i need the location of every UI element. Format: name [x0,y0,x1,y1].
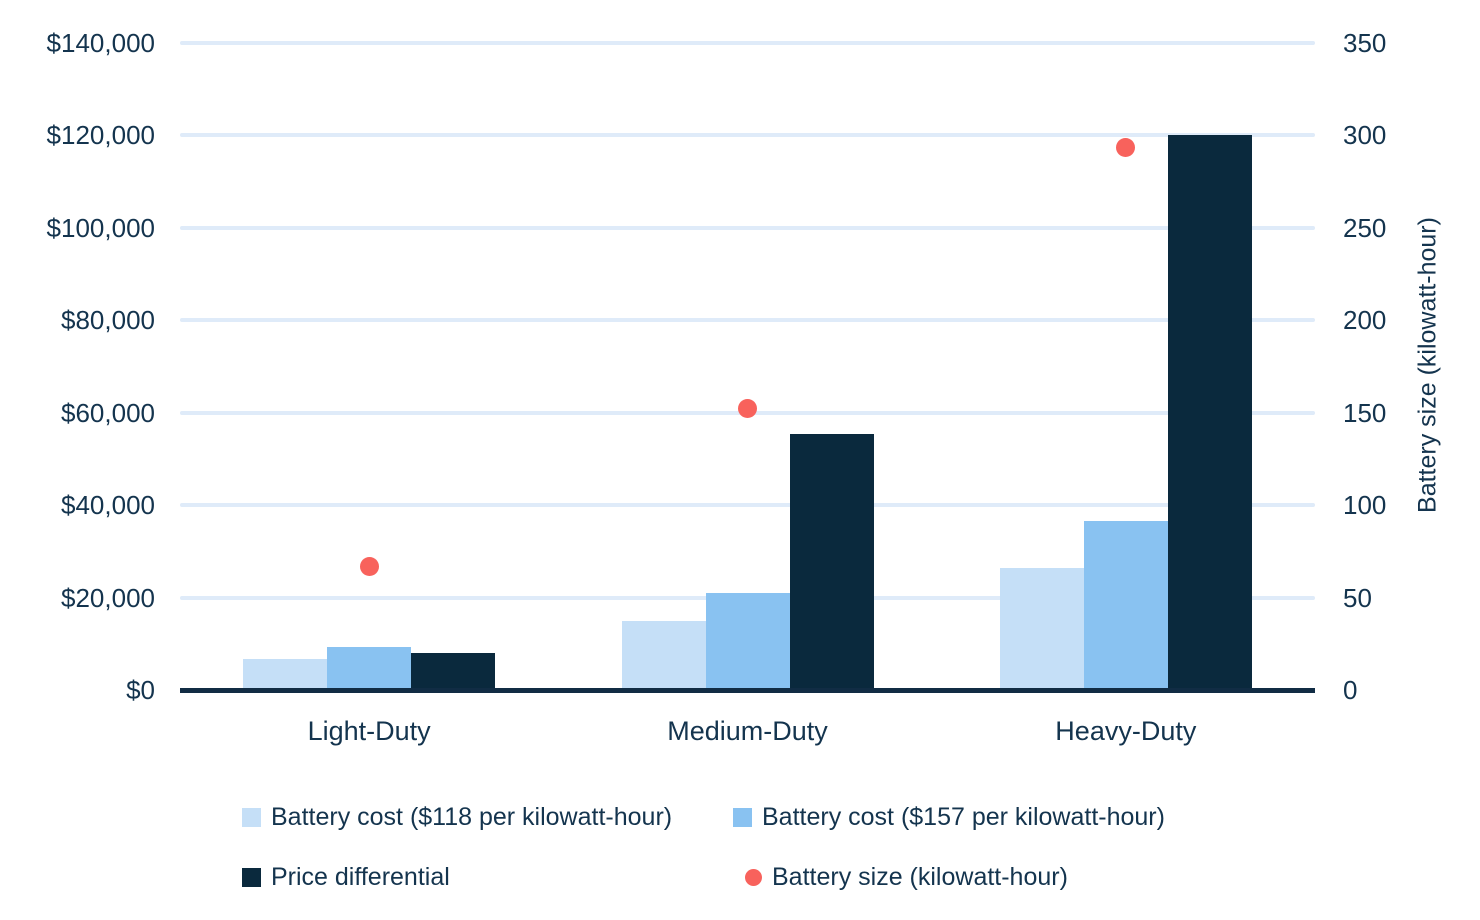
x-axis-label-medium-duty: Medium-Duty [667,716,828,746]
gridline [180,133,1315,137]
legend-label-battery-size: Battery size (kilowatt-hour) [772,863,1068,891]
right-axis-tick: 100 [1343,490,1387,520]
left-axis-tick: $20,000 [61,582,155,613]
legend-swatch-price-differential [242,867,261,887]
right-axis-title: Battery size (kilowatt-hour) [1413,217,1442,513]
legend-item-battery-cost-157: Battery cost ($157 per kilowatt-hour) [733,802,1165,832]
x-axis-label-heavy-duty: Heavy-Duty [1055,716,1197,746]
scatter-dot-light-duty [359,556,379,576]
legend-item-battery-cost-118: Battery cost ($118 per kilowatt-hour) [242,802,672,832]
x-axis-line [180,688,1315,693]
bar-light-duty-series-1 [327,646,412,690]
gridline [180,318,1315,322]
legend-label-battery-cost-118: Battery cost ($118 per kilowatt-hour) [271,803,673,831]
bar-heavy-duty-series-2 [1167,135,1252,690]
left-axis-tick: $140,000 [46,27,155,58]
bar-light-duty-series-2 [411,652,496,690]
right-axis-tick: 200 [1343,305,1387,335]
left-axis-tick: $0 [126,675,155,705]
scatter-dot-heavy-duty [1116,138,1136,158]
bar-medium-duty-series-2 [789,433,874,690]
scatter-dot-medium-duty [738,399,757,419]
legend-marker-battery-size-icon [745,868,762,886]
gridline [180,40,1315,45]
legend-item-price-differential: Price differential [242,862,450,892]
gridline [180,503,1315,507]
left-axis-tick: $120,000 [46,120,155,150]
left-axis-tick: $60,000 [61,397,155,428]
legend-swatch-battery-cost-118 [242,807,261,827]
right-axis-tick: 250 [1343,212,1387,243]
legend-label-battery-cost-157: Battery cost ($157 per kilowatt-hour) [762,803,1165,831]
legend-swatch-battery-cost-157 [733,807,752,827]
right-axis-tick: 350 [1343,27,1387,58]
x-axis-label-light-duty: Light-Duty [307,716,431,746]
right-axis-tick: 50 [1343,582,1372,613]
bar-heavy-duty-series-1 [1083,521,1168,690]
gridline [180,225,1315,230]
left-axis-tick: $100,000 [46,212,155,243]
legend-item-battery-size: Battery size (kilowatt-hour) [745,862,1068,892]
right-axis-tick: 300 [1343,120,1387,150]
left-axis-tick: $40,000 [61,490,155,520]
right-axis-tick: 150 [1343,397,1387,428]
bar-light-duty-series-0 [243,659,328,690]
bar-medium-duty-series-1 [705,593,790,690]
left-axis-tick: $80,000 [61,305,155,335]
bar-medium-duty-series-0 [621,620,706,690]
bar-heavy-duty-series-0 [999,568,1084,690]
right-axis-tick: 0 [1343,675,1358,705]
legend-label-price-differential: Price differential [271,863,450,891]
